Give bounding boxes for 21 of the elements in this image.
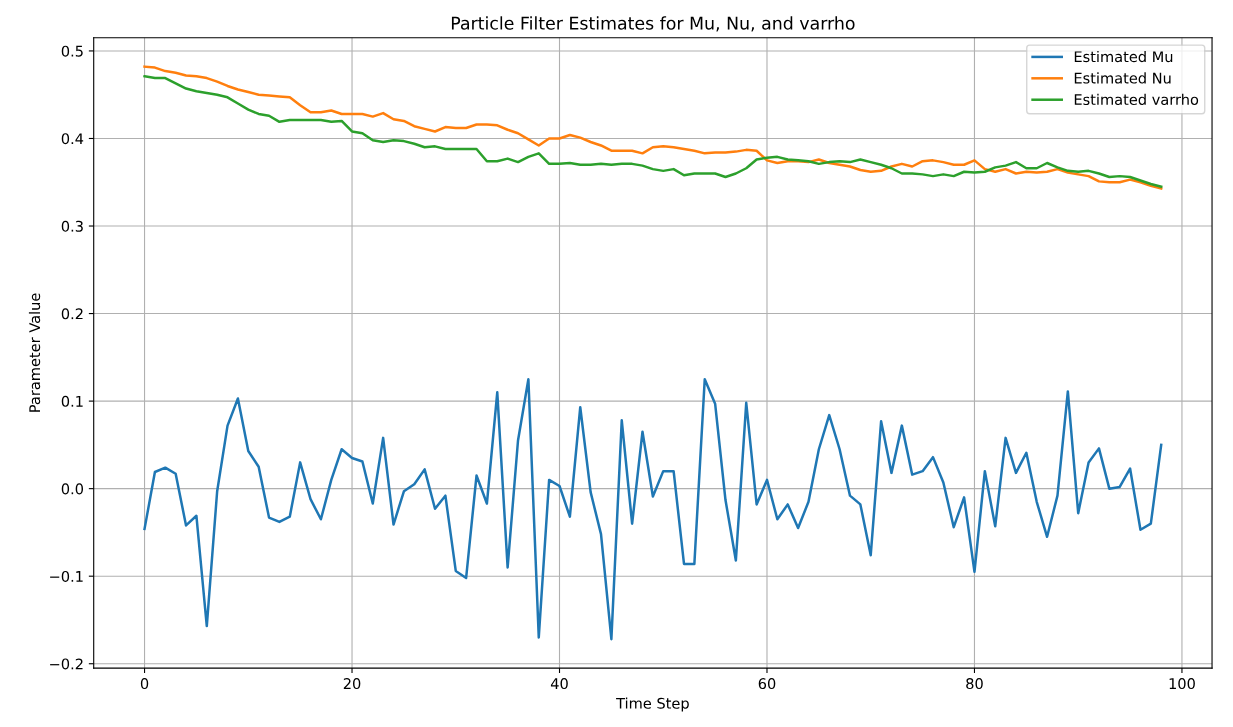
x-tick-label: 40 [550,678,568,690]
y-tick-label: 0.5 [61,45,83,57]
legend-label: Estimated varrho [1074,93,1199,106]
x-axis-title: Time Step [616,697,689,712]
y-tick-label: 0.3 [61,220,83,232]
y-tick-label: 0.4 [61,133,84,145]
y-tick-label: −0.1 [50,570,83,582]
chart-title: Particle Filter Estimates for Mu, Nu, and varrho [451,16,855,32]
legend-label: Estimated Mu [1074,50,1173,63]
y-tick-label: −0.2 [50,658,83,670]
y-tick-label: 0.1 [61,395,83,407]
x-tick-label: 0 [140,678,149,690]
y-axis-title: Parameter Value [28,293,41,412]
x-tick-label: 100 [1169,678,1195,690]
legend-label: Estimated Nu [1074,72,1171,84]
y-tick-label: 0.2 [61,308,83,320]
x-tick-label: 80 [966,678,983,690]
line-series [143,377,1163,641]
y-tick-label: 0.0 [61,483,84,495]
x-tick-label: 60 [758,678,776,690]
x-tick-label: 20 [343,678,361,690]
